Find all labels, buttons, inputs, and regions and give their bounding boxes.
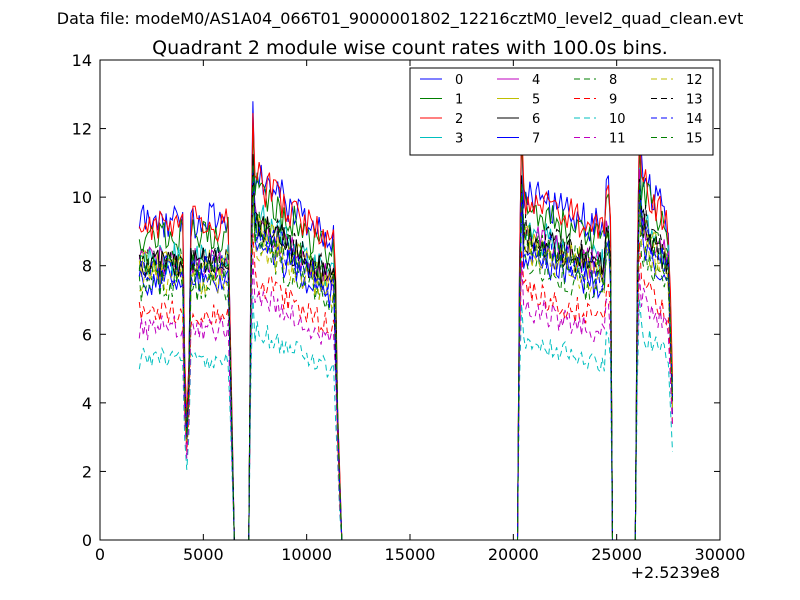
legend-label-5: 5 xyxy=(532,93,540,108)
x-tick-label: 30000 xyxy=(695,545,746,564)
legend-label-15: 15 xyxy=(686,132,703,147)
x-offset-label: +2.5239e8 xyxy=(631,563,720,582)
legend-label-11: 11 xyxy=(609,132,626,147)
y-tick-label: 2 xyxy=(82,462,92,481)
series-line-7 xyxy=(138,180,673,540)
axis-ticks: 0 5000 10000 15000 20000 25000 300000246810121… xyxy=(72,51,746,564)
legend-label-14: 14 xyxy=(686,112,703,127)
y-tick-label: 6 xyxy=(82,325,92,344)
series-line-15 xyxy=(138,164,673,540)
x-tick-label: 10000 xyxy=(281,545,332,564)
x-tick-label: 0 xyxy=(95,545,105,564)
series-layer xyxy=(138,101,673,540)
y-tick-label: 8 xyxy=(82,257,92,276)
series-line-11 xyxy=(138,256,673,540)
legend-label-1: 1 xyxy=(455,93,463,108)
legend-label-0: 0 xyxy=(455,73,463,88)
y-tick-label: 12 xyxy=(72,120,92,139)
legend-label-13: 13 xyxy=(686,93,703,108)
legend-label-10: 10 xyxy=(609,112,626,127)
legend-label-9: 9 xyxy=(609,93,617,108)
x-tick-label: 25000 xyxy=(591,545,642,564)
x-tick-label: 15000 xyxy=(385,545,436,564)
y-tick-label: 4 xyxy=(82,394,92,413)
legend-label-12: 12 xyxy=(686,73,703,88)
series-line-2 xyxy=(138,113,673,540)
legend-label-7: 7 xyxy=(532,132,540,147)
legend-box xyxy=(409,67,714,156)
legend-label-6: 6 xyxy=(532,112,540,127)
data-file-label: Data file: modeM0/AS1A04_066T01_90000018… xyxy=(57,9,743,29)
series-line-10 xyxy=(138,295,673,540)
legend-label-4: 4 xyxy=(532,73,540,88)
legend-label-3: 3 xyxy=(455,132,463,147)
chart-title: Quadrant 2 module wise count rates with … xyxy=(152,37,668,59)
x-tick-label: 5000 xyxy=(183,545,224,564)
y-tick-label: 0 xyxy=(82,531,92,550)
x-tick-label: 20000 xyxy=(488,545,539,564)
series-line-13 xyxy=(138,171,673,540)
y-tick-label: 10 xyxy=(72,188,92,207)
y-tick-label: 14 xyxy=(72,51,92,70)
series-line-3 xyxy=(138,162,673,540)
legend-label-8: 8 xyxy=(609,73,617,88)
series-line-9 xyxy=(138,233,673,540)
legend-label-2: 2 xyxy=(455,112,463,127)
plot-frame xyxy=(99,59,721,541)
